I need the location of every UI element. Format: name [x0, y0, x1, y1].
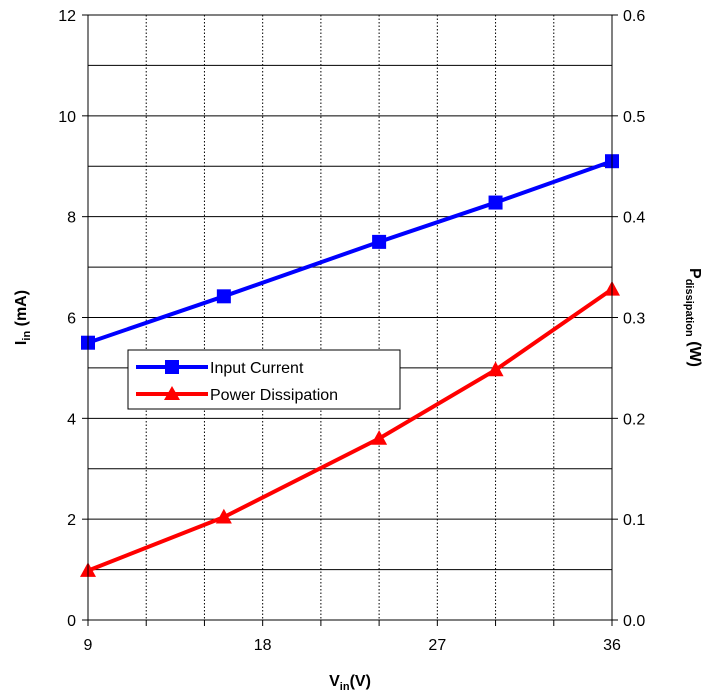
- y-left-tick-label: 2: [67, 512, 76, 529]
- series-line-1: [87, 287, 614, 573]
- y-right-tick-label: 0.6: [623, 8, 645, 25]
- legend-label: Power Dissipation: [210, 387, 338, 404]
- y-right-tick-label: 0.0: [623, 613, 645, 630]
- y-right-tick-label: 0.4: [623, 210, 645, 227]
- series-point-square: [216, 289, 231, 304]
- y-right-tick-label: 0.1: [623, 512, 645, 529]
- legend-swatch-triangle: [164, 386, 180, 400]
- y-right-tick-label: 0.3: [623, 311, 645, 328]
- series-point-square: [488, 195, 503, 210]
- y-left-tick-label: 10: [58, 109, 76, 126]
- series-point-triangle: [487, 361, 504, 377]
- y-left-axis-label: Iin (mA): [13, 290, 33, 345]
- series-point-triangle: [371, 430, 388, 445]
- y-left-tick-label: 6: [67, 311, 76, 328]
- x-tick-label: 27: [428, 637, 446, 654]
- legend-swatch-square: [165, 360, 179, 374]
- x-axis-label: Vin(V): [329, 673, 371, 693]
- y-right-tick-label: 0.2: [623, 411, 645, 428]
- y-right-tick-label: 0.5: [623, 109, 645, 126]
- y-left-tick-label: 8: [67, 210, 76, 227]
- series-point-square: [372, 234, 387, 249]
- series-line-0: [87, 159, 613, 345]
- ticks: 0 2 4 6 8 10 12 0.0 0.1 0.2 0.3 0.4 0.5 0.6 9 18 27 36: [58, 8, 645, 654]
- legend: Input Current Power Dissipation: [127, 349, 401, 410]
- x-tick-label: 9: [84, 637, 93, 654]
- y-right-axis-label: Pdissipation (W): [683, 268, 703, 367]
- legend-label: Input Current: [210, 360, 304, 377]
- y-left-tick-label: 12: [58, 8, 76, 25]
- x-tick-label: 18: [254, 637, 272, 654]
- x-tick-label: 36: [603, 637, 621, 654]
- y-left-tick-label: 4: [67, 411, 76, 428]
- series-point-triangle: [215, 508, 232, 524]
- y-left-tick-label: 0: [67, 613, 76, 630]
